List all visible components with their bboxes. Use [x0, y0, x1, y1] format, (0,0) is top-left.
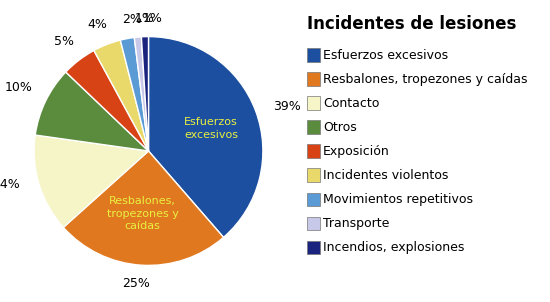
- FancyBboxPatch shape: [307, 48, 320, 62]
- FancyBboxPatch shape: [307, 96, 320, 110]
- Wedge shape: [34, 135, 148, 227]
- Text: Otros: Otros: [323, 121, 357, 134]
- Text: Incidentes violentos: Incidentes violentos: [323, 169, 448, 182]
- Text: 25%: 25%: [122, 277, 150, 290]
- Wedge shape: [63, 151, 223, 265]
- Text: Esfuerzos
excesivos: Esfuerzos excesivos: [184, 117, 238, 140]
- Text: Incendios, explosiones: Incendios, explosiones: [323, 241, 464, 254]
- FancyBboxPatch shape: [307, 144, 320, 158]
- Wedge shape: [66, 50, 148, 151]
- Text: 1%: 1%: [143, 12, 163, 25]
- FancyBboxPatch shape: [307, 193, 320, 206]
- FancyBboxPatch shape: [307, 72, 320, 86]
- Text: Incidentes de lesiones: Incidentes de lesiones: [307, 15, 516, 33]
- Wedge shape: [148, 37, 263, 237]
- Wedge shape: [35, 72, 148, 151]
- FancyBboxPatch shape: [307, 241, 320, 254]
- Wedge shape: [120, 37, 148, 151]
- Text: 4%: 4%: [87, 18, 107, 31]
- Text: Esfuerzos excesivos: Esfuerzos excesivos: [323, 49, 448, 62]
- Text: Movimientos repetitivos: Movimientos repetitivos: [323, 193, 473, 206]
- Wedge shape: [94, 40, 148, 151]
- Text: 1%: 1%: [134, 12, 154, 25]
- Text: 5%: 5%: [54, 35, 74, 48]
- Text: Resbalones,
tropezones y
caídas: Resbalones, tropezones y caídas: [107, 196, 179, 231]
- Text: 39%: 39%: [273, 100, 301, 113]
- Text: Transporte: Transporte: [323, 217, 389, 230]
- FancyBboxPatch shape: [307, 120, 320, 134]
- FancyBboxPatch shape: [307, 169, 320, 182]
- Text: Contacto: Contacto: [323, 97, 379, 110]
- Wedge shape: [141, 37, 148, 151]
- Text: 2%: 2%: [122, 13, 142, 26]
- FancyBboxPatch shape: [307, 217, 320, 230]
- Wedge shape: [134, 37, 148, 151]
- Text: 10%: 10%: [4, 81, 32, 94]
- Text: Exposición: Exposición: [323, 145, 390, 158]
- Text: 14%: 14%: [0, 178, 20, 191]
- Text: Resbalones, tropezones y caídas: Resbalones, tropezones y caídas: [323, 73, 527, 86]
